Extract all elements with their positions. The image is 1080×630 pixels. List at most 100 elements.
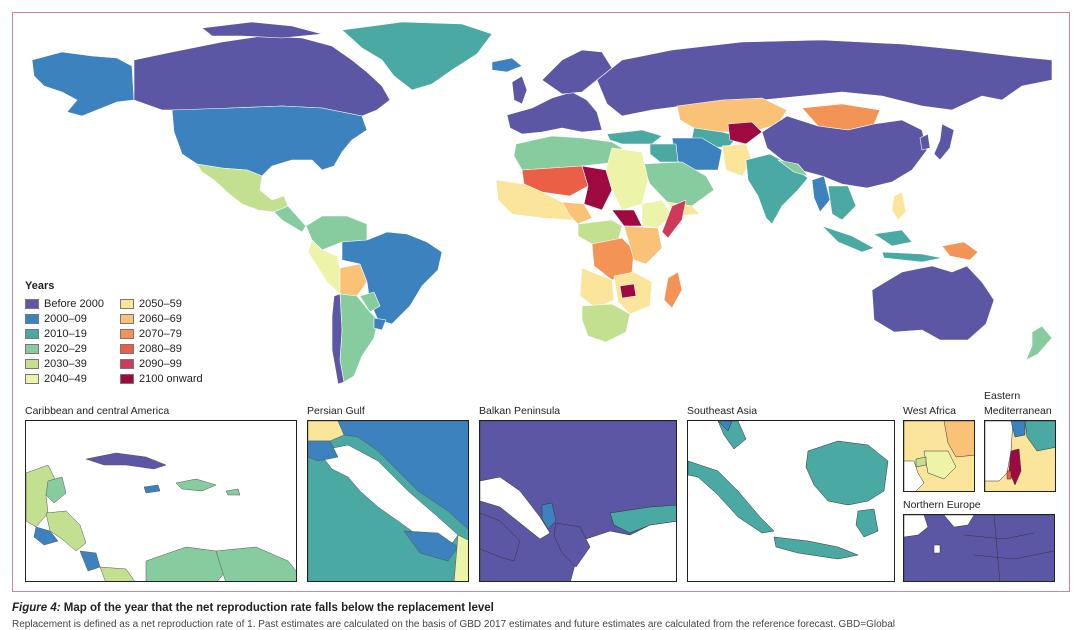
region-nepal-bangladesh [777, 159, 809, 177]
region-iraq-syria [649, 143, 679, 163]
region-iceland [491, 57, 523, 73]
legend-item: 2040–49 [25, 373, 120, 385]
legend-label: 2090–99 [139, 358, 182, 370]
legend-label: 2060–69 [139, 313, 182, 325]
inset-label-northern-europe: Northern Europe [903, 499, 981, 511]
legend-swatch [25, 359, 39, 369]
legend-swatch [120, 299, 134, 309]
region-central-america [273, 205, 307, 233]
inset-label-caribbean: Caribbean and central America [25, 405, 170, 417]
legend-item: 2020–29 [25, 343, 120, 355]
region-somalia [661, 199, 687, 239]
inset-label-eastern-med-2: Mediterranean [984, 405, 1052, 417]
legend-label: 2010–19 [44, 328, 87, 340]
inset-map-northern-europe [903, 514, 1055, 582]
legend-swatch [25, 329, 39, 339]
region-japan [933, 123, 955, 161]
region-paraguay [359, 291, 381, 313]
inset-map-eastern-med [984, 420, 1056, 492]
figure-caption: Figure 4: Map of the year that the net r… [12, 602, 494, 614]
region-drc [591, 237, 635, 281]
legend-label: 2020–29 [44, 343, 87, 355]
region-zimbabwe [619, 283, 637, 299]
region-turkey [606, 129, 663, 145]
region-canada [133, 35, 391, 117]
region-south-sudan [611, 209, 643, 227]
region-ethiopia [641, 199, 673, 229]
region-southern-africa [581, 303, 631, 343]
region-canada-islands [201, 21, 323, 39]
region-afghanistan [727, 121, 763, 145]
figure-label: Figure 4: [12, 602, 61, 614]
region-western-europe [506, 91, 603, 135]
region-bolivia [339, 263, 368, 297]
legend-swatch [120, 314, 134, 324]
legend-swatch [25, 314, 39, 324]
legend-title: Years [25, 280, 55, 292]
inset-label-west-africa: West Africa [903, 405, 956, 417]
legend-item: 2070–79 [120, 328, 230, 340]
region-russia [596, 39, 1053, 117]
region-indonesia [821, 225, 943, 263]
legend-swatch [120, 374, 134, 384]
region-alaska [31, 51, 135, 117]
legend-swatch [120, 344, 134, 354]
inset-label-balkan: Balkan Peninsula [479, 405, 561, 417]
region-madagascar [663, 271, 683, 309]
region-korea [919, 133, 931, 151]
region-east-africa [623, 225, 663, 265]
region-north-africa-west [513, 135, 623, 171]
legend-label: 2080–89 [139, 343, 182, 355]
legend-item: 2060–69 [120, 313, 230, 325]
region-new-zealand [1025, 325, 1053, 361]
legend-label: Before 2000 [44, 298, 104, 310]
figure-frame [12, 12, 1070, 592]
legend-swatch [120, 329, 134, 339]
region-papua [941, 241, 979, 261]
region-philippines [891, 191, 907, 221]
legend-item: 2030–39 [25, 358, 120, 370]
region-chile [331, 293, 345, 385]
inset-map-balkan [479, 420, 677, 582]
region-greenland [341, 21, 493, 91]
legend-label: 2040–49 [44, 373, 87, 385]
legend-label: 2000–09 [44, 313, 87, 325]
legend-item: 2080–89 [120, 343, 230, 355]
region-australia [871, 265, 995, 341]
region-saudi-arabia [641, 161, 715, 207]
inset-map-southeast-asia [687, 420, 895, 582]
region-thailand-laos [827, 185, 857, 221]
region-nigeria [561, 201, 593, 225]
legend-item: Before 2000 [25, 298, 120, 310]
figure-title: Map of the year that the net reproductio… [63, 602, 494, 614]
inset-map-persian-gulf [307, 420, 469, 582]
region-uk [511, 75, 528, 105]
inset-map-west-africa [903, 420, 975, 492]
legend-label: 2100 onward [139, 373, 203, 385]
region-uruguay [373, 317, 387, 331]
legend-label: 2030–39 [44, 358, 87, 370]
inset-label-persian-gulf: Persian Gulf [307, 405, 365, 417]
inset-label-eastern-med-1: Eastern [984, 390, 1021, 402]
region-kazakhstan [676, 97, 788, 133]
map-legend: Years Before 2000 2050–59 2000–09 2060–69 20… [25, 280, 230, 385]
figure-subcaption: Replacement is defined as a net reproduc… [12, 619, 895, 630]
legend-item: 2000–09 [25, 313, 120, 325]
region-brazil [341, 231, 443, 325]
world-map [31, 21, 1053, 385]
legend-item: 2090–99 [120, 358, 230, 370]
legend-swatch [120, 359, 134, 369]
inset-map-caribbean [25, 420, 297, 582]
region-mexico [196, 163, 289, 213]
legend-label: 2070–79 [139, 328, 182, 340]
legend-swatch [25, 299, 39, 309]
legend-swatch [25, 374, 39, 384]
legend-swatch [25, 344, 39, 354]
legend-grid: Before 2000 2050–59 2000–09 2060–69 2010–19 2… [25, 298, 230, 385]
legend-item: 2050–59 [120, 298, 230, 310]
region-egypt-sudan [605, 147, 649, 211]
legend-item: 2100 onward [120, 373, 230, 385]
legend-item: 2010–19 [25, 328, 120, 340]
region-myanmar [811, 175, 831, 213]
legend-label: 2050–59 [139, 298, 182, 310]
